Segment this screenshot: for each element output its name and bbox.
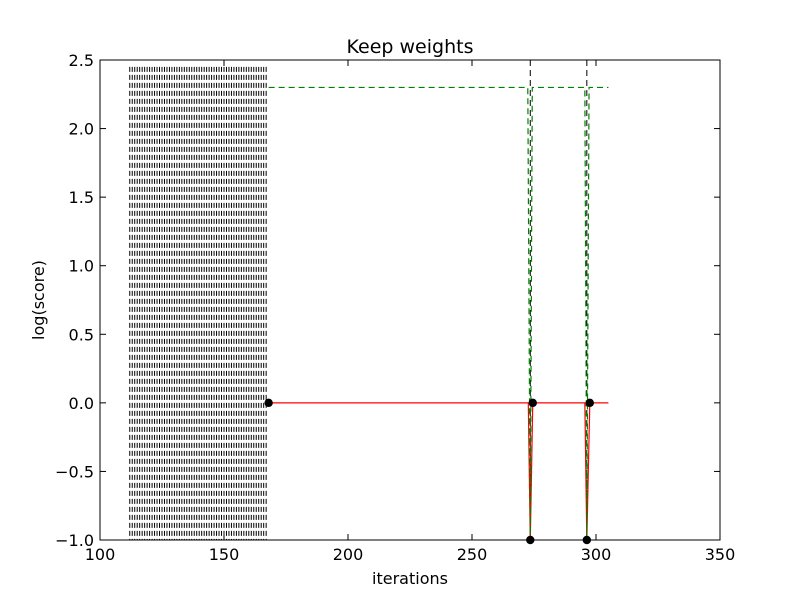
series-line-0 bbox=[268, 402, 609, 540]
data-point-marker bbox=[528, 398, 537, 408]
y-tick-label: 1.5 bbox=[69, 188, 94, 207]
y-tick-label: −1.0 bbox=[55, 531, 94, 550]
x-tick-label: 350 bbox=[705, 545, 736, 564]
x-tick-label: 100 bbox=[85, 545, 116, 564]
y-tick-label: 0.0 bbox=[69, 394, 94, 413]
y-axis-title: log(score) bbox=[29, 260, 48, 340]
data-point-marker bbox=[264, 398, 273, 408]
x-tick-label: 250 bbox=[457, 545, 488, 564]
y-tick-label: 1.0 bbox=[69, 257, 94, 276]
x-tick-label: 150 bbox=[209, 545, 240, 564]
x-axis-ticks: 100 150 200 250 300 350 bbox=[85, 60, 736, 564]
plot-content bbox=[129, 60, 609, 545]
y-tick-label: 2.0 bbox=[69, 120, 94, 139]
plot-frame bbox=[99, 59, 721, 541]
y-axis-ticks: −1.0 −0.5 0.0 0.5 1.0 1.5 2.0 2.5 bbox=[55, 51, 720, 550]
chart-title: Keep weights bbox=[347, 36, 474, 58]
y-tick-label: 0.5 bbox=[69, 325, 94, 344]
y-tick-label: −0.5 bbox=[55, 462, 94, 481]
data-point-marker bbox=[585, 398, 594, 408]
series-line-1 bbox=[268, 86, 609, 540]
x-axis-title: iterations bbox=[372, 569, 448, 588]
x-tick-label: 200 bbox=[333, 545, 364, 564]
x-tick-label: 300 bbox=[581, 545, 612, 564]
plot-area bbox=[129, 60, 609, 540]
y-tick-label: 2.5 bbox=[69, 51, 94, 70]
